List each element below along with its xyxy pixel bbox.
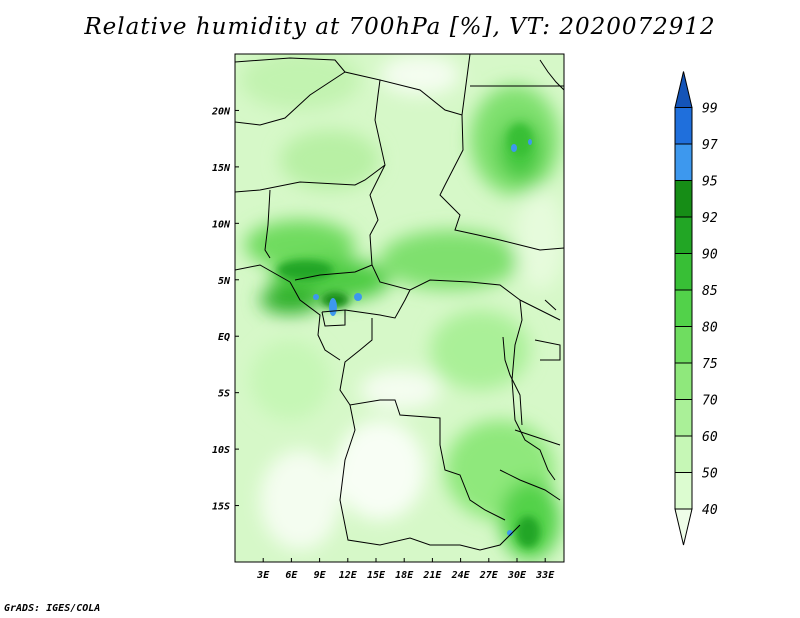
border-line — [339, 404, 521, 551]
colorbar-label-99: 99 — [702, 102, 718, 117]
field-blob — [245, 220, 355, 270]
border-line — [511, 299, 556, 481]
border-line — [235, 57, 386, 193]
lat-tick-label-5N: 5N — [218, 276, 231, 287]
border-line — [519, 299, 561, 321]
lon-tick-label-24E: 24E — [451, 570, 471, 581]
field-blob — [250, 340, 330, 420]
colorbar-swatch-90 — [674, 216, 693, 254]
lat-tick-label-EQ: EQ — [218, 332, 230, 343]
border-line — [499, 239, 564, 251]
field-core — [277, 260, 333, 280]
grads-credit: GrADS: IGES/COLA — [4, 603, 101, 614]
lon-tick-label-21E: 21E — [422, 570, 442, 581]
lon-tick-label-15E: 15E — [367, 570, 386, 581]
field-blob — [240, 54, 360, 110]
colorbar-swatch-85 — [674, 253, 693, 291]
border-line — [321, 309, 346, 327]
border-line — [369, 164, 521, 301]
field-spot-97 — [528, 139, 532, 145]
lake-shore — [544, 299, 557, 311]
border-line — [499, 469, 561, 501]
colorbar-swatch-40 — [674, 472, 693, 510]
chart-title: Relative humidity at 700hPa [%], VT: 202… — [84, 14, 716, 40]
colorbar-label-60: 60 — [702, 430, 718, 445]
colorbar-swatch-50 — [674, 435, 693, 473]
field-blob — [360, 370, 440, 410]
border-line — [235, 71, 346, 126]
coastline — [539, 59, 564, 91]
lat-tick-label-20N: 20N — [211, 106, 231, 117]
field-blob — [280, 130, 380, 190]
lon-tick-label-9E: 9E — [314, 570, 327, 581]
field-blob — [430, 310, 530, 390]
lon-tick-label-12E: 12E — [339, 570, 358, 581]
coastline — [235, 264, 291, 283]
colorbar-swatch-95 — [674, 143, 693, 181]
lon-tick-label-6E: 6E — [285, 570, 298, 581]
lat-tick-label-10N: 10N — [212, 219, 231, 230]
colorbar-swatch-70 — [674, 362, 693, 400]
colorbar-label-50: 50 — [702, 467, 718, 482]
lake-shore — [502, 336, 523, 426]
border-line — [339, 318, 506, 521]
field-core — [508, 124, 532, 156]
colorbar-label-97: 97 — [702, 138, 718, 153]
lon-tick-label-18E: 18E — [395, 570, 414, 581]
lat-tick-label-15S: 15S — [212, 502, 230, 513]
field-blob — [260, 450, 340, 550]
colorbar-label-92: 92 — [702, 211, 718, 226]
border-line — [379, 54, 471, 116]
field-blob — [515, 190, 564, 290]
lon-tick-label-33E: 33E — [535, 570, 555, 581]
colorbar-label-85: 85 — [702, 284, 718, 299]
country-borders — [235, 54, 564, 551]
colorbar-label-75: 75 — [702, 357, 718, 372]
colorbar-swatch-80 — [674, 289, 693, 327]
colorbar-swatch-92 — [674, 180, 693, 218]
lat-tick-label-10S: 10S — [212, 445, 230, 456]
colorbar-label-80: 80 — [702, 321, 718, 336]
humidity-field — [235, 54, 564, 562]
coastline — [289, 281, 341, 361]
colorbar-upper-extend — [674, 71, 693, 108]
colorbar: 40 50 60 70 75 80 85 90 92 95 97 99 — [674, 71, 718, 546]
field-spot-97 — [329, 298, 337, 316]
lon-tick-label-3E: 3E — [256, 570, 270, 581]
border-line — [439, 114, 501, 241]
field-spot-97 — [507, 530, 513, 536]
field-spot-97 — [313, 294, 319, 300]
colorbar-swatch-97 — [674, 107, 693, 145]
border-line — [514, 429, 561, 446]
map-frame — [234, 53, 565, 563]
field-blob — [335, 420, 425, 520]
colorbar-label-40: 40 — [702, 503, 718, 518]
lon-tick-label-27E: 27E — [479, 570, 499, 581]
border-line — [264, 189, 271, 259]
colorbar-label-70: 70 — [702, 394, 718, 409]
field-blob — [380, 55, 460, 95]
border-line — [344, 289, 411, 319]
border-line — [534, 339, 561, 361]
lon-tick-label-30E: 30E — [507, 570, 527, 581]
latitude-axis: 20N 15N 10N 5N EQ 5S 10S 15S — [211, 106, 239, 513]
field-spot-97 — [354, 293, 362, 301]
colorbar-label-90: 90 — [702, 248, 718, 263]
lat-tick-label-5S: 5S — [218, 389, 230, 400]
colorbar-lower-extend — [674, 508, 693, 546]
colorbar-swatch-75 — [674, 326, 693, 364]
colorbar-label-95: 95 — [702, 175, 718, 190]
field-blob — [260, 286, 320, 314]
border-line — [294, 264, 373, 281]
lat-tick-label-15N: 15N — [212, 163, 231, 174]
colorbar-swatch-60 — [674, 399, 693, 437]
field-blob — [380, 230, 520, 290]
field-spot-97 — [511, 144, 517, 152]
field-core — [516, 516, 540, 548]
longitude-axis: 3E 6E 9E 12E 15E 18E 21E 24E 27E 30E 33E — [256, 558, 555, 581]
